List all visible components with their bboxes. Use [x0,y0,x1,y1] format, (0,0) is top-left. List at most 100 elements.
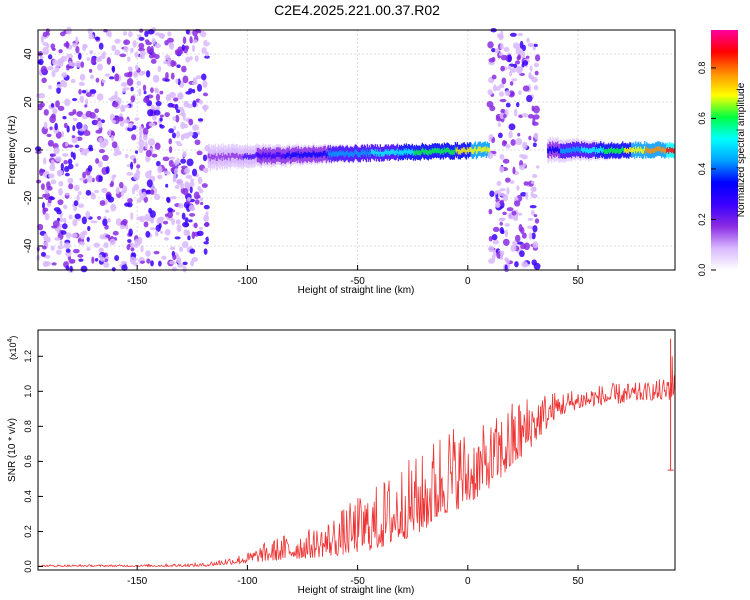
band-core [306,153,308,159]
band-core [410,150,412,155]
band-core [625,147,627,153]
noise-blob [143,96,150,104]
sparse-blob [209,261,213,266]
band-core [564,149,566,154]
sparse-blob [228,137,232,142]
noise-blob [159,90,164,95]
noise-blob [202,154,208,162]
band-core [286,152,288,157]
snr-x-ticks: -150 -100 -50 0 50 [127,565,584,587]
noise-blob [134,238,141,247]
band-core [385,149,387,155]
band-core [464,148,466,154]
noise-blob [182,261,188,266]
noise-blob [501,77,507,85]
band-core [582,147,584,153]
band-core [552,145,554,151]
sparse-blob [240,98,244,103]
noise-blob [492,239,500,245]
band-core [455,148,457,154]
band-core [630,147,632,152]
noise-blob [96,63,103,71]
colorbar-tick-label: 0.8 [697,62,707,75]
noise-blob [52,108,58,115]
noise-blob [98,254,103,259]
noise-blob [144,213,150,222]
noise-blob [157,165,163,174]
noise-blob [67,255,72,261]
noise-blob [168,146,173,154]
noise-blob [79,95,85,103]
noise-blob [108,128,112,137]
noise-blob [93,120,99,125]
noise-blob [122,119,130,124]
noise-blob [73,200,79,207]
noise-blob [168,128,175,134]
noise-blob [54,122,58,131]
noise-blob [100,119,105,124]
noise-blob [101,154,109,162]
noise-blob [111,44,117,52]
band-core [243,153,245,159]
band-core [669,146,671,152]
noise-blob [506,207,514,212]
noise-blob [50,179,57,185]
noise-blob [114,49,121,56]
noise-blob [143,90,147,95]
noise-blob [157,174,163,180]
noise-blob [66,66,70,71]
band-core [273,153,275,159]
noise-blob [87,28,93,35]
noise-blob [86,57,90,61]
x-tick-label: -50 [350,276,365,287]
noise-blob [173,97,179,102]
noise-blob [179,246,183,252]
noise-blob [87,225,91,232]
band-core [324,150,326,156]
band-core [409,150,411,156]
band-core [222,152,224,158]
noise-blob [159,117,163,122]
noise-blob [511,210,517,216]
noise-blob [43,109,49,116]
noise-blob [164,112,170,118]
band-core [235,152,237,158]
noise-blob [517,32,524,37]
noise-blob [89,89,97,95]
noise-blob [49,115,56,124]
noise-blob [502,211,507,216]
noise-blob [174,160,178,166]
colorbar-tick-label: 0.6 [697,112,707,125]
band-core [449,150,451,156]
band-core [574,146,576,152]
snr-multiplier-base: (x10 [8,342,18,360]
y-tick-label: 40 [23,48,34,60]
noise-blob [152,115,157,121]
band-core [293,152,295,158]
band-core [407,148,409,154]
sparse-blob [215,88,219,93]
noise-blob [79,148,86,152]
noise-blob [51,225,58,229]
band-core [594,146,596,152]
noise-blob [94,258,99,262]
noise-blob [86,246,91,251]
noise-blob [487,41,494,49]
noise-blob [48,84,52,90]
noise-blob [110,131,115,137]
noise-blob [110,135,115,142]
band-core [551,149,553,154]
band-core [300,151,302,157]
band-core [575,148,577,153]
sparse-blob [222,28,226,33]
noise-blob [518,224,523,232]
sparse-blob [242,213,246,218]
noise-blob [56,87,61,94]
noise-blob [165,72,169,80]
noise-blob [518,90,522,96]
band-core [626,148,628,154]
band-core [298,153,300,159]
noise-blob [59,239,63,246]
band-core [434,147,436,153]
noise-blob [62,223,68,230]
